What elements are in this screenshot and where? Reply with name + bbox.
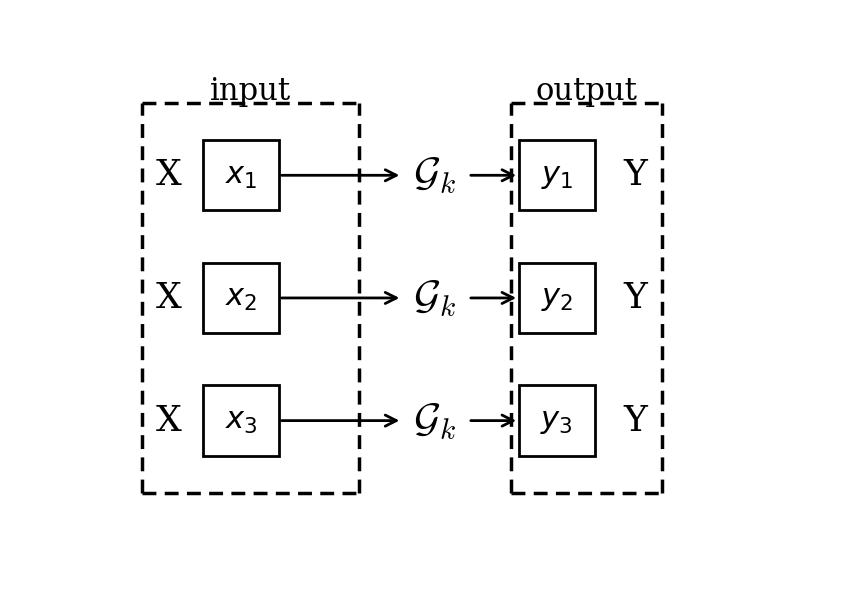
Text: X: X xyxy=(155,404,182,438)
Text: $\mathcal{G}_k$: $\mathcal{G}_k$ xyxy=(413,277,457,319)
Bar xyxy=(203,140,278,211)
Text: input: input xyxy=(211,76,291,107)
Bar xyxy=(203,385,278,456)
Text: $x_2$: $x_2$ xyxy=(225,283,257,313)
Text: Y: Y xyxy=(624,281,648,315)
Text: $y_2$: $y_2$ xyxy=(541,283,573,313)
Bar xyxy=(519,263,594,333)
Bar xyxy=(519,140,594,211)
Text: $y_3$: $y_3$ xyxy=(541,405,573,436)
Text: $\mathcal{G}_k$: $\mathcal{G}_k$ xyxy=(413,399,457,441)
Text: $\mathcal{G}_k$: $\mathcal{G}_k$ xyxy=(413,155,457,196)
Text: X: X xyxy=(155,158,182,192)
Bar xyxy=(519,385,594,456)
Bar xyxy=(203,263,278,333)
Text: Y: Y xyxy=(624,404,648,438)
Text: $x_3$: $x_3$ xyxy=(225,405,257,436)
Text: Y: Y xyxy=(624,158,648,192)
Text: $x_1$: $x_1$ xyxy=(225,160,257,191)
Text: $y_1$: $y_1$ xyxy=(541,160,573,191)
Text: X: X xyxy=(155,281,182,315)
Text: output: output xyxy=(536,76,638,107)
